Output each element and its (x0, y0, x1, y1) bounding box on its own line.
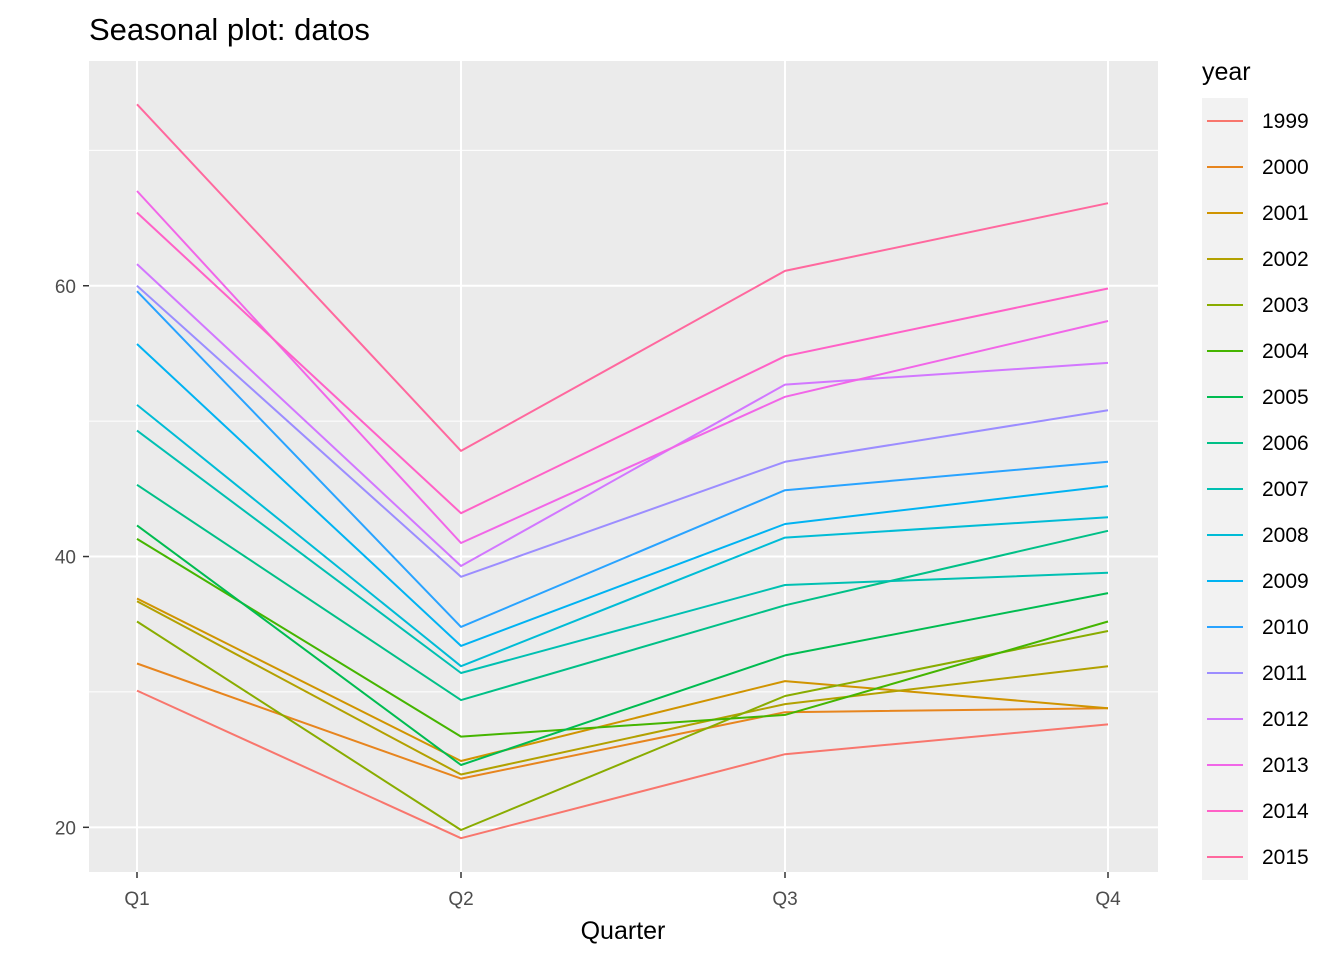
legend-label-2008: 2008 (1262, 524, 1309, 547)
legend: year 1999 2000 2001 2002 2003 2004 2005 2006 200… (1202, 58, 1309, 880)
legend-label-2015: 2015 (1262, 846, 1309, 869)
series-line-2004 (136, 538, 1109, 738)
series-line-2010 (136, 290, 1109, 628)
series-line-2006 (136, 483, 1109, 702)
legend-label-2009: 2009 (1262, 570, 1309, 593)
x-tick-label: Q1 (124, 889, 149, 910)
legend-label-2011: 2011 (1262, 662, 1307, 685)
x-axis-ticks: Q1 Q2 Q3 Q4 (124, 872, 1121, 910)
legend-label-2005: 2005 (1262, 386, 1309, 409)
series-line-2001 (136, 597, 1109, 762)
legend-label-2003: 2003 (1262, 294, 1309, 317)
series-line-2000 (136, 662, 1109, 780)
series-line-2009 (136, 343, 1109, 647)
series-line-2012 (136, 263, 1109, 567)
x-tick-label: Q3 (772, 889, 797, 910)
major-gridlines (89, 61, 1158, 872)
legend-label-1999: 1999 (1262, 110, 1309, 133)
series-line-2015 (136, 103, 1109, 452)
series-line-2008 (136, 404, 1109, 668)
legend-label-2014: 2014 (1262, 800, 1309, 823)
y-tick-label: 20 (55, 818, 76, 839)
chart-title: Seasonal plot: datos (89, 12, 370, 47)
legend-label-2000: 2000 (1262, 156, 1309, 179)
legend-label-2004: 2004 (1262, 340, 1309, 363)
series-line-2014 (136, 211, 1109, 515)
y-axis-ticks: 20 40 60 (55, 277, 89, 839)
legend-label-2010: 2010 (1262, 616, 1309, 639)
series-line-2003 (136, 620, 1109, 831)
series-line-2013 (136, 190, 1109, 544)
minor-gridlines (89, 149, 1158, 693)
y-tick-label: 60 (55, 277, 76, 298)
series-line-1999 (136, 689, 1109, 840)
y-tick-label: 40 (55, 548, 76, 569)
x-tick-label: Q2 (448, 889, 473, 910)
x-tick-label: Q4 (1095, 889, 1121, 910)
series-line-2005 (136, 524, 1109, 766)
series-line-2007 (136, 429, 1109, 674)
legend-label-2012: 2012 (1262, 708, 1309, 731)
x-axis-title: Quarter (581, 917, 666, 945)
legend-title: year (1202, 58, 1251, 86)
legend-label-2006: 2006 (1262, 432, 1309, 455)
series-lines (136, 103, 1109, 840)
legend-label-2001: 2001 (1262, 202, 1309, 225)
series-line-2011 (136, 285, 1109, 578)
legend-label-2013: 2013 (1262, 754, 1309, 777)
series-line-2002 (136, 600, 1109, 776)
legend-label-2002: 2002 (1262, 248, 1309, 271)
legend-label-2007: 2007 (1262, 478, 1309, 501)
plot-panel (89, 61, 1158, 872)
